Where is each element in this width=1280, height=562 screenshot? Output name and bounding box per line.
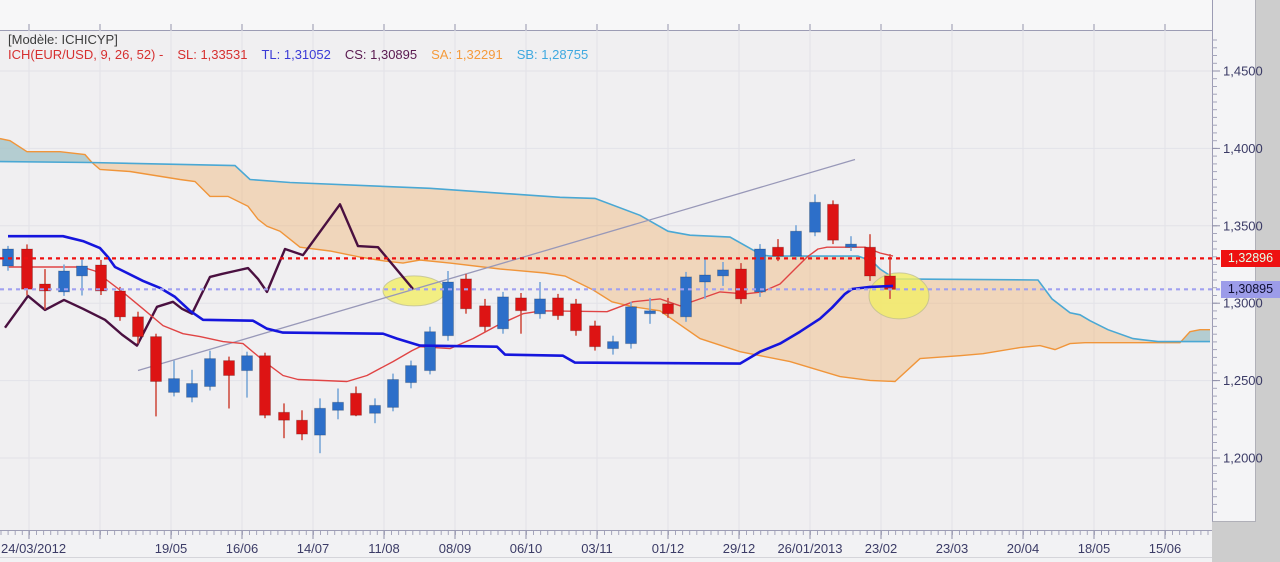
- candle-down: [21, 248, 33, 290]
- senkou-span-a-line: [0, 137, 1210, 383]
- candle-up: [76, 265, 88, 277]
- candle-down: [39, 283, 51, 292]
- candles: [2, 194, 896, 454]
- candle-down: [259, 355, 271, 416]
- candle-up: [699, 274, 711, 283]
- price-tick-label: 1,3000: [1223, 296, 1263, 311]
- price-tick-label: 1,4500: [1223, 64, 1263, 79]
- price-tick-label: 1,2500: [1223, 373, 1263, 388]
- candle-up: [809, 201, 821, 233]
- date-tick-label: 23/02: [865, 541, 898, 556]
- candle-down: [150, 336, 162, 383]
- candle-down: [350, 392, 362, 416]
- candle-up: [58, 270, 70, 293]
- tenkan-sen-line: [8, 246, 894, 383]
- candle-down: [735, 268, 747, 300]
- date-tick-label: 11/08: [368, 541, 400, 556]
- candle-up: [497, 296, 509, 330]
- date-tick-label: 14/07: [297, 541, 330, 556]
- date-tick-label: 16/06: [226, 541, 259, 556]
- candle-up: [607, 341, 619, 350]
- date-tick-label: 06/10: [510, 541, 543, 556]
- candle-up: [332, 401, 344, 411]
- candle-up: [717, 269, 729, 277]
- highlight-ellipse-2: [868, 272, 930, 320]
- candle-down: [570, 303, 582, 332]
- candle-down: [132, 316, 144, 338]
- price-tick-label: 1,2000: [1223, 451, 1263, 466]
- ichimoku-cloud-bullish-right: [1150, 329, 1210, 343]
- alert-price-label-red[interactable]: 1,32896: [1221, 250, 1280, 267]
- candle-up: [754, 248, 766, 293]
- candle-up: [790, 230, 802, 257]
- trend-line: [137, 158, 856, 372]
- chikou-span-line: [4, 203, 414, 347]
- candle-down: [479, 305, 491, 328]
- date-axis-strip: [0, 531, 1212, 562]
- candle-down: [662, 303, 674, 315]
- candle-up: [204, 358, 216, 388]
- legend-sa-value: SA: 1,32291: [431, 47, 503, 62]
- highlight-ellipse-1: [382, 275, 446, 307]
- legend-series-label: ICH(EUR/USD, 9, 26, 52) -: [8, 47, 164, 62]
- date-tick-label: 19/05: [155, 541, 188, 556]
- candle-down: [589, 325, 601, 348]
- alert-price-label-blue[interactable]: 1,30895: [1221, 281, 1280, 298]
- price-tick-label: 1,3500: [1223, 218, 1263, 233]
- candle-down: [827, 203, 839, 241]
- candle-down: [552, 297, 564, 317]
- ichimoku-cloud: [0, 138, 1210, 382]
- candle-up: [442, 281, 454, 337]
- legend-cs-value: CS: 1,30895: [344, 47, 418, 62]
- candle-up: [424, 331, 436, 372]
- candle-down: [95, 264, 107, 292]
- candle-up: [405, 365, 417, 384]
- candle-up: [314, 407, 326, 436]
- price-tick-label: 1,4000: [1223, 141, 1263, 156]
- candle-up: [387, 379, 399, 408]
- date-tick-label: 03/11: [581, 541, 613, 556]
- candle-up: [845, 243, 857, 248]
- date-tick-label: 23/03: [936, 541, 969, 556]
- candle-down: [864, 246, 876, 277]
- date-tick-label: 26/01/2013: [777, 541, 842, 556]
- date-tick-label: 18/05: [1078, 541, 1111, 556]
- candle-down: [460, 278, 472, 310]
- candle-up: [680, 276, 692, 318]
- price-axis: 1,4500 1,4000 1,3500 1,3000 1,2500 1,2000: [1212, 39, 1263, 513]
- date-tick-label: 29/12: [723, 541, 756, 556]
- date-tick-label: 08/09: [439, 541, 472, 556]
- candle-up: [625, 306, 637, 345]
- legend-sl-value: SL: 1,33531: [177, 47, 248, 62]
- senkou-span-b-line: [0, 160, 1210, 343]
- date-tick-label: 24/03/2012: [1, 541, 66, 556]
- candle-down: [515, 297, 527, 312]
- date-axis: 24/03/2012 19/05 16/06 14/07 11/08 08/09 06/10…: [0, 24, 1209, 556]
- date-tick-label: 20/04: [1007, 541, 1040, 556]
- candle-down: [296, 419, 308, 435]
- top-axis-strip: [0, 0, 1256, 31]
- legend-model-label: [Modèle: ICHICYP]: [8, 32, 118, 47]
- date-tick-label: 01/12: [652, 541, 685, 556]
- candle-down: [772, 246, 784, 257]
- candle-up: [186, 383, 198, 398]
- kijun-sen-line: [8, 234, 894, 365]
- chart-legend: [Modèle: ICHICYP] ICH(EUR/USD, 9, 26, 52…: [8, 32, 602, 62]
- candle-up: [534, 298, 546, 315]
- legend-tl-value: TL: 1,31052: [261, 47, 331, 62]
- candle-up: [241, 355, 253, 372]
- ichimoku-cloud-bullish-left: [0, 138, 92, 163]
- candle-down: [223, 360, 235, 377]
- candle-up: [369, 404, 381, 414]
- candle-down: [278, 411, 290, 421]
- legend-sb-value: SB: 1,28755: [516, 47, 589, 62]
- date-tick-label: 15/06: [1149, 541, 1182, 556]
- candle-up: [168, 378, 180, 393]
- candle-down: [114, 290, 126, 318]
- candle-up: [644, 310, 656, 315]
